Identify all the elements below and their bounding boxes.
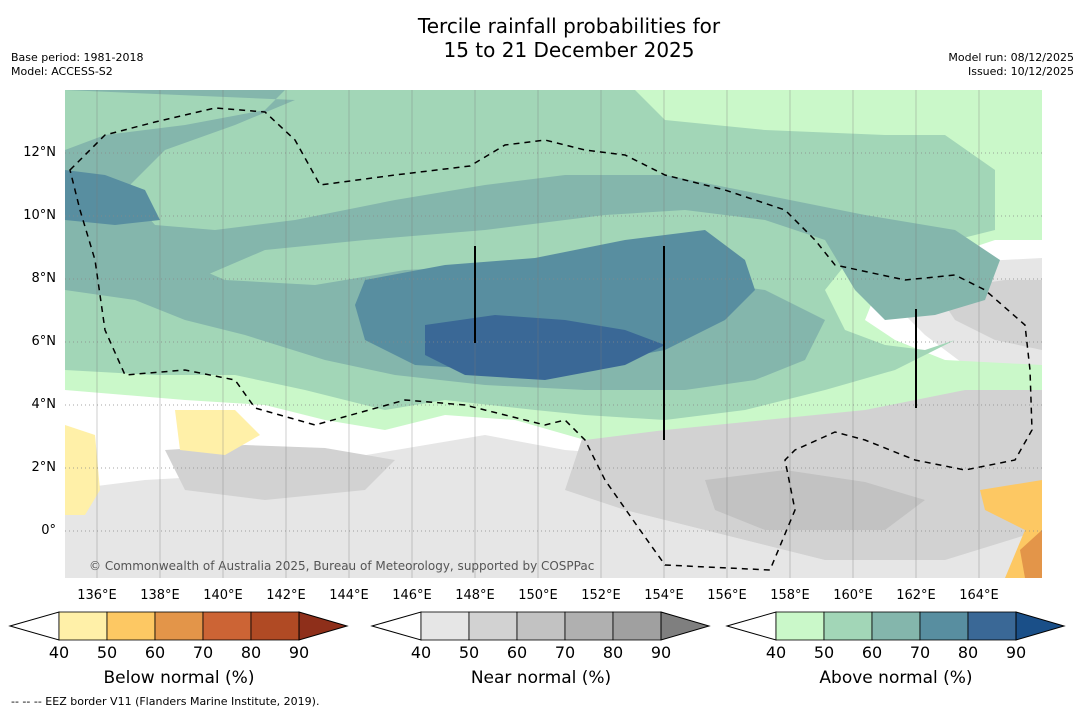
cbar-tick: 90: [1005, 643, 1027, 662]
lon-tick: 148°E: [455, 588, 495, 603]
cbar-tick: 50: [458, 643, 480, 662]
cbar-tick: 80: [602, 643, 624, 662]
lon-tick: 162°E: [896, 588, 936, 603]
lon-tick: 136°E: [77, 588, 117, 603]
lat-tick: 6°N: [31, 334, 57, 349]
lat-tick: 0°: [41, 523, 56, 538]
cbar-tick: 60: [144, 643, 166, 662]
lon-tick: 164°E: [959, 588, 999, 603]
lon-tick: 154°E: [644, 588, 684, 603]
lat-tick: 10°N: [23, 208, 56, 223]
colorbar-segment: [516, 611, 566, 641]
below-normal-patch: [175, 410, 260, 455]
meta-right: Model run: 08/12/2025 Issued: 10/12/2025: [948, 51, 1074, 79]
cbar-tick: 70: [909, 643, 931, 662]
near-normal-zone-60: [705, 470, 925, 530]
colorbar-end-triangle: [1015, 611, 1066, 641]
lon-tick: 156°E: [707, 588, 747, 603]
colorbar-segment: [420, 611, 470, 641]
cbar-tick: 40: [48, 643, 70, 662]
below-normal-west: [65, 425, 100, 515]
colorbar-start-triangle: [370, 611, 422, 641]
lon-tick: 158°E: [770, 588, 810, 603]
cbar-tick: 60: [506, 643, 528, 662]
cbar-tick: 80: [240, 643, 262, 662]
colorbar-segment: [154, 611, 204, 641]
base-period: Base period: 1981-2018: [11, 51, 144, 64]
lon-tick: 142°E: [266, 588, 306, 603]
above-normal-80: [425, 315, 665, 380]
boundary-lines: [474, 246, 917, 440]
graticule: [65, 152, 1042, 532]
lon-tick: 150°E: [518, 588, 558, 603]
lat-tick: 8°N: [31, 271, 57, 286]
meta-left: Base period: 1981-2018 Model: ACCESS-S2: [11, 51, 143, 79]
near-normal-zone-50b: [165, 445, 395, 500]
below-normal-se-60: [1020, 530, 1042, 578]
colorbar-start-triangle: [725, 611, 777, 641]
colorbar-segment: [564, 611, 614, 641]
colorbar-start-triangle: [8, 611, 60, 641]
lon-tick: 144°E: [329, 588, 369, 603]
above-normal-label: Above normal (%): [819, 668, 973, 688]
lon-tick: 140°E: [203, 588, 243, 603]
cbar-tick: 90: [288, 643, 310, 662]
eez-border: [69, 107, 1033, 571]
colorbar-segment: [823, 611, 873, 641]
copyright-text: © Commonwealth of Australia 2025, Bureau…: [89, 559, 594, 573]
lat-tick: 2°N: [31, 460, 57, 475]
model-run: Model run: 08/12/2025: [948, 51, 1074, 64]
map-title: Tercile rainfall probabilities for 15 to…: [0, 14, 1085, 62]
eez-footnote: -- -- -- EEZ border V11 (Flanders Marine…: [11, 695, 320, 708]
colorbar-segment: [871, 611, 921, 641]
cbar-tick: 50: [813, 643, 835, 662]
colorbar-end-triangle: [660, 611, 711, 641]
title-line-2: 15 to 21 December 2025: [443, 38, 695, 62]
lon-tick: 152°E: [581, 588, 621, 603]
above-normal-70-west: [65, 170, 160, 225]
lon-tick: 146°E: [392, 588, 432, 603]
cbar-tick: 90: [650, 643, 672, 662]
colorbar-segment: [919, 611, 969, 641]
cbar-tick: 70: [192, 643, 214, 662]
lon-tick: 138°E: [140, 588, 180, 603]
cbar-tick: 40: [765, 643, 787, 662]
lat-tick: 4°N: [31, 397, 57, 412]
model-name: Model: ACCESS-S2: [11, 65, 113, 78]
colorbar-segment: [775, 611, 825, 641]
cbar-tick: 70: [554, 643, 576, 662]
colorbar-segment: [106, 611, 156, 641]
map-svg: © Commonwealth of Australia 2025, Bureau…: [65, 90, 1042, 578]
lat-tick: 12°N: [23, 145, 56, 160]
colorbar-end-triangle: [298, 611, 349, 641]
probability-map: © Commonwealth of Australia 2025, Bureau…: [65, 90, 1042, 578]
below-normal-label: Below normal (%): [103, 668, 255, 688]
issued-date: Issued: 10/12/2025: [967, 65, 1074, 78]
cbar-tick: 40: [410, 643, 432, 662]
colorbars: [8, 611, 1066, 641]
colorbar-segment: [967, 611, 1017, 641]
colorbar-segment: [58, 611, 108, 641]
cbar-tick: 50: [96, 643, 118, 662]
colorbar-segment: [202, 611, 252, 641]
lon-tick: 160°E: [833, 588, 873, 603]
title-line-1: Tercile rainfall probabilities for: [417, 14, 721, 38]
cbar-tick: 60: [861, 643, 883, 662]
colorbar-segment: [250, 611, 300, 641]
cbar-tick: 80: [957, 643, 979, 662]
colorbar-segment: [612, 611, 662, 641]
near-normal-label: Near normal (%): [470, 668, 612, 688]
above-normal-60: [65, 90, 1000, 320]
colorbar-segment: [468, 611, 518, 641]
